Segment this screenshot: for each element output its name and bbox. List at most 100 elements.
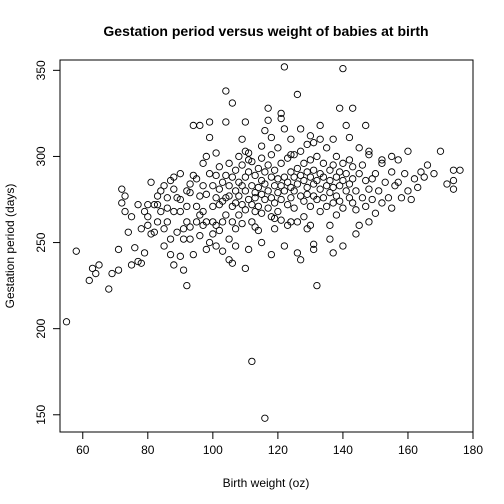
data-point [92, 269, 100, 278]
data-point [244, 168, 253, 176]
data-point [277, 109, 285, 118]
data-point [150, 228, 158, 236]
data-point [329, 161, 337, 169]
y-axis-label: Gestation period (days) [3, 184, 17, 309]
data-point [62, 318, 71, 326]
data-point [257, 190, 266, 198]
data-point [199, 159, 207, 167]
data-point [270, 199, 279, 207]
data-point [287, 218, 295, 226]
data-point [218, 178, 227, 186]
data-point [290, 151, 298, 159]
data-point [355, 170, 363, 178]
data-point [270, 182, 279, 190]
data-point [261, 168, 269, 176]
data-point [339, 242, 347, 250]
data-point [212, 242, 220, 250]
data-point [270, 214, 279, 223]
data-point [300, 213, 308, 221]
data-point [280, 63, 289, 71]
data-point [404, 147, 412, 155]
data-point [306, 173, 315, 181]
data-point [310, 245, 318, 254]
data-point [267, 173, 276, 181]
data-point [134, 201, 142, 209]
data-point [310, 139, 318, 147]
data-point [88, 264, 97, 273]
data-point [358, 161, 367, 169]
data-point [339, 159, 347, 167]
data-point [349, 104, 357, 112]
data-point [345, 194, 354, 202]
data-point [394, 178, 402, 186]
data-point [303, 190, 311, 198]
data-points [62, 63, 464, 422]
data-point [176, 195, 184, 204]
data-point [306, 202, 315, 211]
data-point [270, 225, 279, 233]
data-point [160, 242, 168, 250]
data-point [316, 135, 324, 143]
data-point [215, 163, 223, 171]
data-point [378, 159, 386, 167]
data-point [264, 204, 272, 212]
data-point [209, 230, 217, 238]
data-point [362, 121, 370, 130]
data-point [296, 171, 305, 180]
data-point [238, 161, 246, 169]
data-point [303, 225, 311, 233]
data-point [144, 221, 152, 229]
data-point [205, 118, 214, 126]
data-point [235, 152, 243, 161]
data-point [277, 195, 285, 204]
data-point [300, 176, 308, 185]
data-point [183, 187, 191, 195]
data-point [329, 249, 337, 257]
data-point [127, 213, 136, 221]
data-point [189, 171, 197, 180]
data-point [332, 152, 341, 161]
data-point [414, 183, 422, 192]
data-point [163, 218, 171, 226]
data-point [342, 121, 350, 130]
chart-title: Gestation period versus weight of babies… [103, 23, 428, 39]
data-point [157, 187, 165, 195]
data-point [365, 151, 373, 159]
data-point [277, 216, 285, 224]
data-point [368, 175, 376, 183]
data-point [257, 209, 266, 217]
data-point [378, 156, 386, 164]
data-point [293, 249, 302, 257]
data-point [336, 197, 344, 205]
data-point [118, 185, 126, 193]
data-point [225, 235, 233, 243]
data-point [222, 211, 230, 219]
data-point [238, 135, 246, 143]
data-point [205, 170, 214, 178]
data-point [225, 256, 233, 264]
data-point [212, 221, 220, 229]
x-tick-label: 60 [76, 443, 90, 457]
data-point [293, 180, 302, 188]
data-point [319, 173, 328, 181]
data-point [388, 168, 396, 176]
data-point [300, 159, 308, 167]
data-point [264, 187, 272, 195]
data-point [264, 116, 272, 124]
data-point [449, 166, 458, 174]
data-point [170, 261, 178, 269]
data-point [349, 199, 357, 207]
data-point [251, 194, 259, 202]
data-point [267, 151, 276, 159]
data-point [105, 285, 113, 293]
data-point [313, 176, 321, 185]
data-point [196, 192, 204, 200]
data-point [336, 168, 344, 176]
data-point [222, 118, 230, 126]
data-point [264, 161, 272, 169]
data-point [430, 170, 438, 178]
data-point [140, 207, 149, 216]
data-point [303, 140, 311, 149]
x-tick-label: 100 [203, 443, 223, 457]
data-point [283, 201, 292, 209]
